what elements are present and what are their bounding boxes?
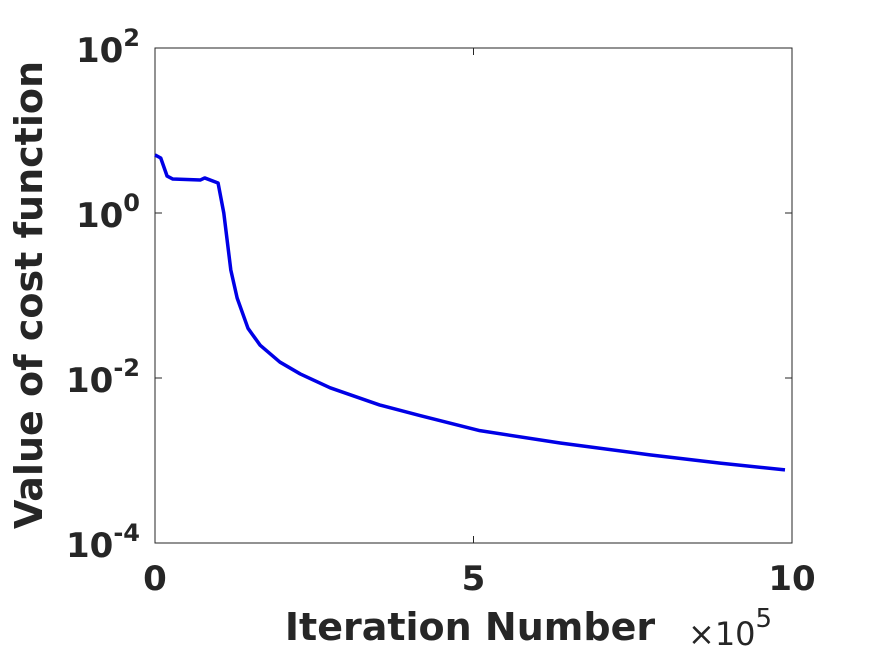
data-line: [154, 153, 786, 472]
y-tick-base: 10: [76, 196, 123, 236]
y-tick-exponent: -2: [113, 354, 140, 382]
y-tick-label: 102: [76, 24, 140, 71]
y-tick-base: 10: [66, 361, 113, 401]
y-tick-label: 100: [76, 189, 140, 236]
x-tick-label: 10: [768, 559, 815, 599]
y-tick-base: 10: [66, 526, 113, 566]
x-axis-label: Iteration Number: [285, 605, 655, 649]
plot-frame: [154, 47, 793, 544]
y-tick-label: 10-2: [66, 354, 140, 401]
x-scale-label: ×105: [688, 604, 772, 653]
x-tick-label: 0: [143, 559, 167, 599]
x-scale-base: ×10: [688, 615, 756, 653]
y-axis-label: Value of cost function: [7, 61, 51, 529]
y-tick-exponent: 2: [123, 24, 140, 52]
x-scale-exponent: 5: [756, 604, 773, 634]
y-tick-exponent: 0: [123, 189, 140, 217]
y-tick-exponent: -4: [113, 519, 140, 547]
y-tick-label: 10-4: [66, 519, 140, 566]
x-tick-label: 5: [462, 559, 486, 599]
y-tick-base: 10: [76, 31, 123, 71]
